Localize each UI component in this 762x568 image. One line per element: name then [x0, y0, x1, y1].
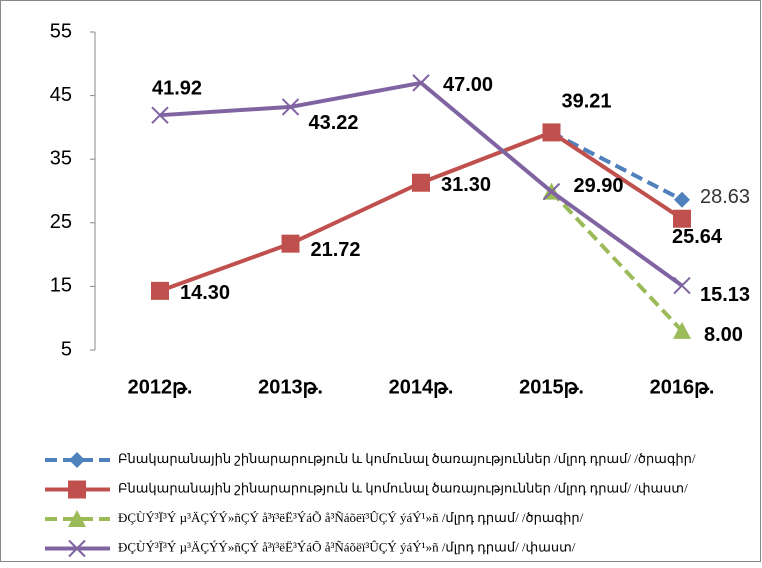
legend-label: ÐÇÙÝ³Ï³Ý µ³ÄÇÝÝ»ñÇÝ å³ï³ëË³ÝáÕ å³Ñáõëï³Û…	[118, 510, 584, 525]
x-tick-label: 2012թ.	[128, 376, 193, 398]
y-tick-label: 35	[50, 147, 72, 169]
point-marker	[412, 74, 430, 92]
legend-label: ÐÇÙÝ³Ï³Ý µ³ÄÇÝÝ»ñÇÝ å³ï³ëË³ÝáÕ å³Ñáõëï³Û…	[118, 539, 576, 554]
y-tick-label: 55	[50, 20, 72, 42]
data-label: 29.90	[574, 175, 624, 197]
data-label: 14.30	[180, 282, 230, 304]
x-tick-label: 2014թ.	[389, 376, 454, 398]
legend-label: Բնակարանային շինարարություն և կոմունալ ծ…	[118, 451, 696, 466]
y-tick-label: 5	[61, 338, 72, 360]
point-marker	[673, 321, 691, 339]
point-marker	[281, 234, 300, 253]
series-line	[550, 190, 684, 333]
data-label: 15.13	[700, 284, 750, 306]
data-label: 39.21	[562, 91, 612, 113]
point-marker	[412, 173, 430, 192]
y-tick-label: 25	[50, 211, 72, 233]
point-marker	[151, 281, 169, 300]
y-tick-label: 45	[50, 84, 72, 106]
data-label: 41.92	[152, 77, 202, 99]
point-marker	[674, 191, 690, 208]
data-label: 31.30	[441, 174, 491, 196]
point-marker	[542, 123, 561, 142]
data-label: 43.22	[309, 112, 359, 134]
legend-marker	[68, 539, 86, 558]
y-tick-label: 15	[50, 275, 72, 297]
series-line	[550, 130, 683, 202]
data-label: 25.64	[672, 226, 723, 248]
point-marker	[151, 106, 169, 124]
point-marker	[281, 98, 300, 116]
legend-marker	[69, 452, 85, 468]
x-tick-label: 2013թ.	[258, 376, 323, 398]
data-label: 47.00	[443, 74, 493, 96]
legend-label: Բնակարանային շինարարություն և կոմունալ ծ…	[118, 480, 688, 495]
x-tick-label: 2015թ.	[519, 376, 584, 398]
legend-marker	[68, 510, 86, 527]
point-marker	[673, 209, 691, 228]
data-label: 21.72	[311, 239, 361, 261]
point-marker	[673, 276, 691, 295]
data-label: 28.63	[700, 186, 750, 208]
legend-marker	[68, 480, 86, 499]
x-tick-label: 2016թ.	[650, 376, 715, 398]
point-marker	[542, 182, 561, 201]
data-label: 8.00	[704, 324, 743, 346]
